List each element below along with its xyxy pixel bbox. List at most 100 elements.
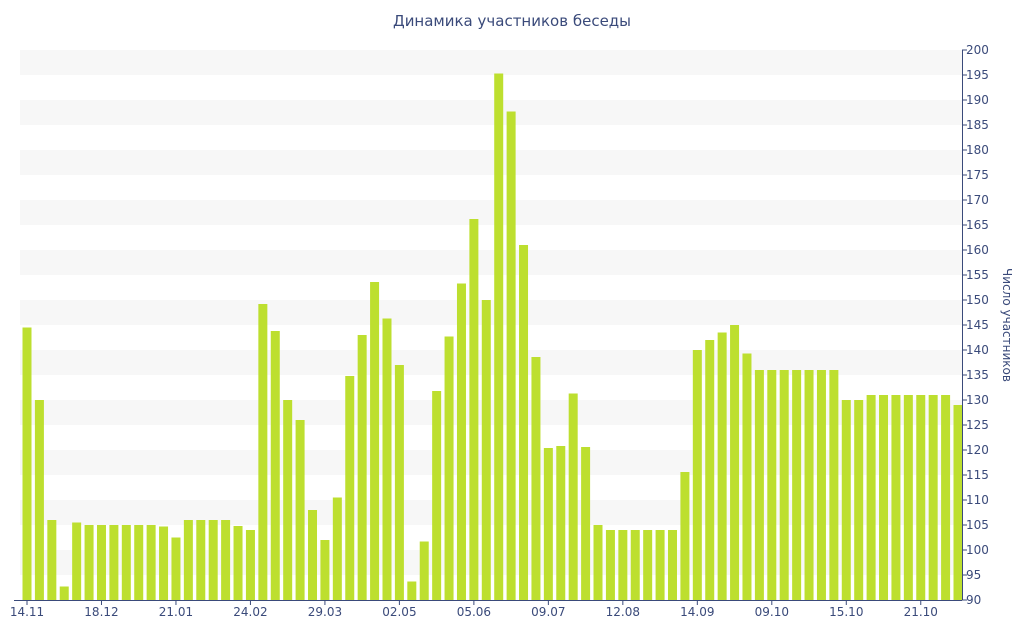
bar [605,530,615,600]
y-tick-label: 165 [966,218,989,232]
y-tick-label: 95 [966,568,981,582]
y-tick-label: 130 [966,393,989,407]
bar [519,245,529,600]
y-tick-label: 180 [966,143,989,157]
bar [258,304,268,600]
bar [84,525,94,600]
x-tick-label: 21.10 [904,605,938,619]
bar [730,325,740,600]
bar [568,393,578,600]
y-tick-label: 200 [966,43,989,57]
bar [109,525,119,600]
bar [47,520,57,600]
y-tick-label: 135 [966,368,989,382]
y-tick-label: 150 [966,293,989,307]
y-tick-label: 175 [966,168,989,182]
axes: 90 95 100 105 110 115 120 125 130 135 140 145 150 155… [10,43,989,619]
bar [705,340,715,600]
grid-band [20,250,962,275]
bar [481,300,491,600]
bar [146,525,156,600]
bar [444,336,454,600]
y-tick-label: 170 [966,193,989,207]
bar [891,395,901,600]
bar [779,370,789,600]
y-tick-label: 105 [966,518,989,532]
x-tick-label: 09.07 [531,605,565,619]
y-tick-label: 190 [966,93,989,107]
y-tick-label: 145 [966,318,989,332]
bar [22,327,32,600]
bar [270,331,280,600]
bar [134,525,144,600]
bar [556,446,566,600]
chart-title: Динамика участников беседы [392,12,632,30]
grid-band [20,100,962,125]
bar [159,526,169,600]
bar [171,537,181,600]
bar [792,370,802,600]
grid-band [20,300,962,325]
y-tick-label: 195 [966,68,989,82]
bar [618,530,628,600]
x-tick-label: 29.03 [308,605,342,619]
y-tick-label: 155 [966,268,989,282]
bar [34,400,44,600]
bar [531,357,541,600]
x-tick-label: 14.11 [10,605,44,619]
bar [593,525,603,600]
bar [630,530,640,600]
bar [208,520,218,600]
y-tick-label: 160 [966,243,989,257]
y-axis-label: Число участников [1000,268,1014,382]
y-tick-label: 115 [966,468,989,482]
bar [332,497,342,600]
y-tick-label: 110 [966,493,989,507]
x-tick-label: 18.12 [84,605,118,619]
bar [941,395,951,600]
bar [928,395,938,600]
bar [233,526,243,600]
x-tick-label: 21.01 [159,605,193,619]
bar [717,332,727,600]
bar [245,530,255,600]
x-tick-label: 12.08 [606,605,640,619]
x-tick-label: 14.09 [680,605,714,619]
x-tick-label: 02.05 [382,605,416,619]
bar [432,391,442,600]
bar [320,540,330,600]
bar [196,520,206,600]
bar [295,420,305,600]
grid-band [20,50,962,75]
x-tick-label: 24.02 [233,605,267,619]
bar [96,525,106,600]
bar [841,400,851,600]
bar [357,335,367,600]
y-tick-label: 125 [966,418,989,432]
bar [345,376,355,600]
bar [59,586,69,600]
bar [680,472,690,600]
y-tick-label: 100 [966,543,989,557]
y-tick-label: 90 [966,593,981,607]
bar [754,370,764,600]
bar [581,447,591,600]
bar [667,530,677,600]
bar [370,282,380,600]
bar [655,530,665,600]
grid-band [20,150,962,175]
bar [692,350,702,600]
y-tick-label: 185 [966,118,989,132]
bar [953,405,963,600]
x-tick-label: 09.10 [755,605,789,619]
bar [804,370,814,600]
bar [469,219,479,600]
bar [854,400,864,600]
bar [308,510,318,600]
bar [183,520,193,600]
bar [916,395,926,600]
bar [382,318,392,600]
bar [816,370,826,600]
bar [494,73,504,600]
